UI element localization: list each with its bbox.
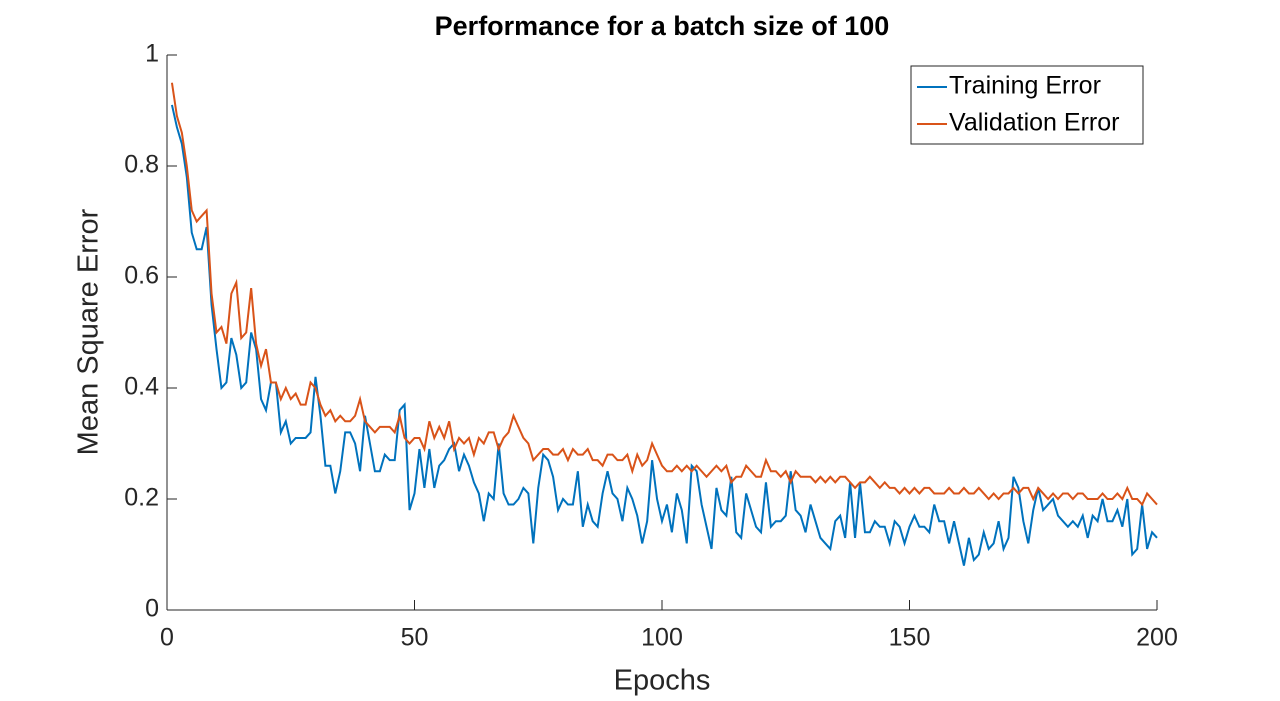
x-axis-label: Epochs (614, 665, 711, 697)
y-tick-label: 1 (145, 40, 159, 68)
y-tick-label: 0 (145, 595, 159, 623)
legend-box (910, 65, 1144, 145)
x-tick-label: 200 (1136, 624, 1178, 652)
x-tick-label: 100 (641, 624, 683, 652)
data-line (170, 82, 1158, 507)
y-axis-label: Mean Square Error (73, 208, 105, 455)
legend-label: Validation Error (949, 109, 1119, 137)
y-tick-label: 0.4 (124, 373, 159, 401)
y-tick-label: 0.8 (124, 151, 159, 179)
x-tick-label: 0 (160, 624, 174, 652)
data-line (170, 104, 1158, 566)
x-tick-label: 150 (889, 624, 931, 652)
legend-label: Training Error (949, 72, 1101, 100)
y-tick-label: 0.2 (124, 484, 159, 512)
y-tick-label: 0.6 (124, 262, 159, 290)
x-tick-label: 50 (401, 624, 429, 652)
chart-title: Performance for a batch size of 100 (435, 11, 890, 41)
